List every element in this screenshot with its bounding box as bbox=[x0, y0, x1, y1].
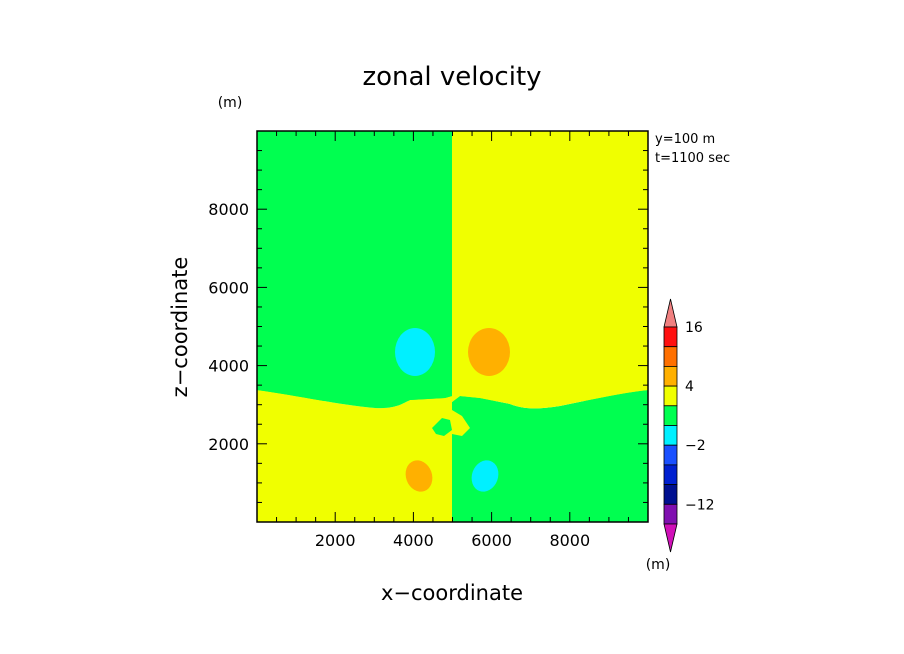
colorbar-label: 4 bbox=[685, 379, 694, 395]
colorbar-segment bbox=[663, 346, 678, 367]
colorbar-segment bbox=[663, 444, 678, 466]
colorbar-label: 16 bbox=[685, 320, 703, 336]
blob-orange-upper bbox=[468, 328, 510, 376]
annotation-t: t=1100 sec bbox=[655, 151, 730, 166]
blob-cyan-lower bbox=[471, 460, 499, 492]
chart-title: zonal velocity bbox=[362, 62, 541, 92]
center-small-yellow bbox=[452, 410, 470, 436]
y-tick-label: 6000 bbox=[208, 278, 249, 297]
x-axis-label: x−coordinate bbox=[381, 581, 523, 605]
colorbar: 16 4 −2 −12 bbox=[663, 298, 715, 553]
x-tick-label: 8000 bbox=[549, 531, 590, 550]
colorbar-label: −12 bbox=[685, 497, 715, 513]
x-tick-label: 2000 bbox=[315, 531, 356, 550]
x-tick-label: 4000 bbox=[393, 531, 434, 550]
plot-area bbox=[257, 131, 648, 522]
y-tick-label: 4000 bbox=[208, 357, 249, 376]
colorbar-segment bbox=[663, 405, 678, 426]
colorbar-segment bbox=[663, 425, 678, 446]
colorbar-extend-bottom bbox=[663, 523, 678, 553]
colorbar-label: −2 bbox=[685, 438, 706, 454]
x-axis: 2000 4000 6000 8000 bbox=[276, 131, 629, 550]
colorbar-segment bbox=[663, 385, 678, 407]
colorbar-segment bbox=[663, 326, 678, 348]
y-tick-label: 8000 bbox=[208, 200, 249, 219]
y-axis-label: z−coordinate bbox=[168, 257, 192, 398]
colorbar-segment bbox=[663, 464, 678, 485]
colorbar-unit-label: (m) bbox=[646, 557, 671, 573]
blob-cyan-upper bbox=[395, 328, 435, 376]
y-axis: 2000 4000 6000 8000 bbox=[208, 150, 648, 503]
y-tick-label: 2000 bbox=[208, 435, 249, 454]
blob-orange-lower bbox=[405, 460, 433, 492]
y-unit-label: (m) bbox=[218, 95, 243, 111]
center-small-green bbox=[432, 418, 452, 436]
colorbar-segment bbox=[663, 365, 678, 387]
colorbar-segment bbox=[663, 503, 678, 525]
region-lower-right bbox=[452, 390, 648, 522]
region-lower-left bbox=[257, 390, 452, 522]
colorbar-segment bbox=[663, 484, 678, 505]
annotation-y: y=100 m bbox=[655, 132, 715, 147]
colorbar-extend-top bbox=[663, 298, 678, 328]
x-tick-label: 6000 bbox=[471, 531, 512, 550]
